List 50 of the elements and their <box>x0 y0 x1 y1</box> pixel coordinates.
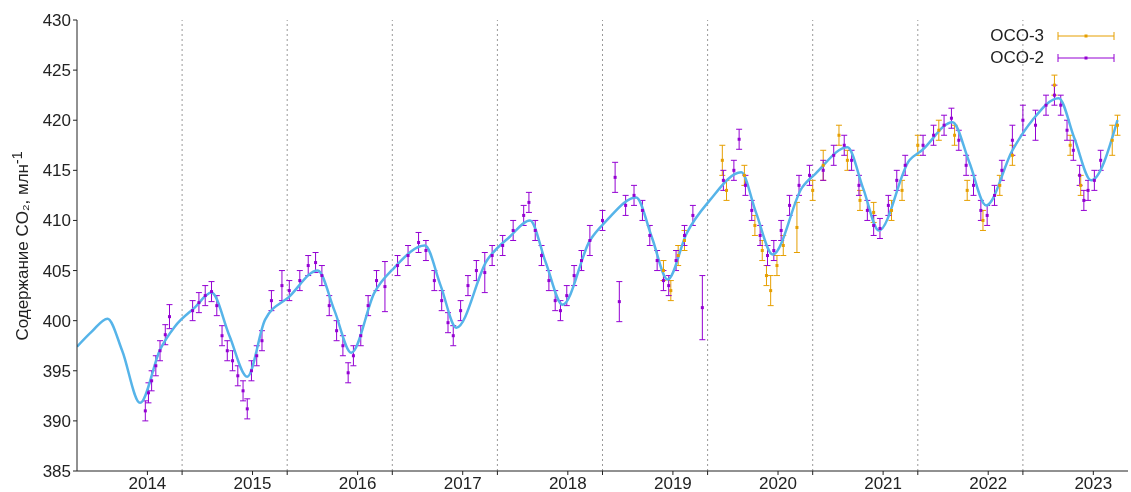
point <box>1115 123 1119 127</box>
point <box>769 289 773 293</box>
y-tick-label: 420 <box>42 111 71 131</box>
point <box>965 188 969 192</box>
y-tick-label: 385 <box>42 462 71 482</box>
point <box>811 188 815 192</box>
point <box>795 225 799 229</box>
legend-label: OCO-2 <box>990 48 1044 68</box>
x-tick-label: 2022 <box>969 474 1008 492</box>
x-tick-label: 2023 <box>1074 474 1113 492</box>
x-tick-label: 2017 <box>443 474 482 492</box>
point <box>998 183 1002 187</box>
point <box>781 244 785 247</box>
y-tick-label: 395 <box>42 361 71 381</box>
point <box>753 223 757 227</box>
x-tick-label: 2018 <box>548 474 587 492</box>
point <box>837 133 841 137</box>
point <box>760 249 764 253</box>
point <box>682 238 686 242</box>
point <box>953 133 957 137</box>
x-tick-label: 2020 <box>759 474 797 492</box>
point <box>669 289 673 293</box>
x-tick-label: 2014 <box>128 474 167 492</box>
point <box>916 143 920 147</box>
legend-label: OCO-3 <box>990 26 1044 46</box>
y-tick-label: 390 <box>42 411 71 431</box>
y-tick-label: 425 <box>42 61 71 81</box>
point <box>764 274 768 278</box>
point <box>1068 143 1072 147</box>
point <box>981 218 985 222</box>
x-tick-label: 2021 <box>864 474 903 492</box>
point <box>676 254 680 258</box>
point <box>1110 138 1114 142</box>
y-tick-label: 410 <box>42 211 71 231</box>
point <box>937 128 941 132</box>
point <box>775 264 779 268</box>
point <box>821 163 825 167</box>
point <box>900 188 904 192</box>
y-tick-label: 430 <box>42 11 71 31</box>
x-tick-label: 2019 <box>654 474 692 492</box>
point <box>858 198 862 202</box>
x-tick-label: 2016 <box>338 474 377 492</box>
y-tick-label: 405 <box>42 261 71 281</box>
x-tick-label: 2015 <box>233 474 272 492</box>
point <box>890 208 894 212</box>
point <box>720 158 724 162</box>
point <box>845 158 849 162</box>
y-tick-label: 415 <box>42 161 71 181</box>
y-tick-label: 400 <box>42 311 71 331</box>
point <box>725 188 729 192</box>
